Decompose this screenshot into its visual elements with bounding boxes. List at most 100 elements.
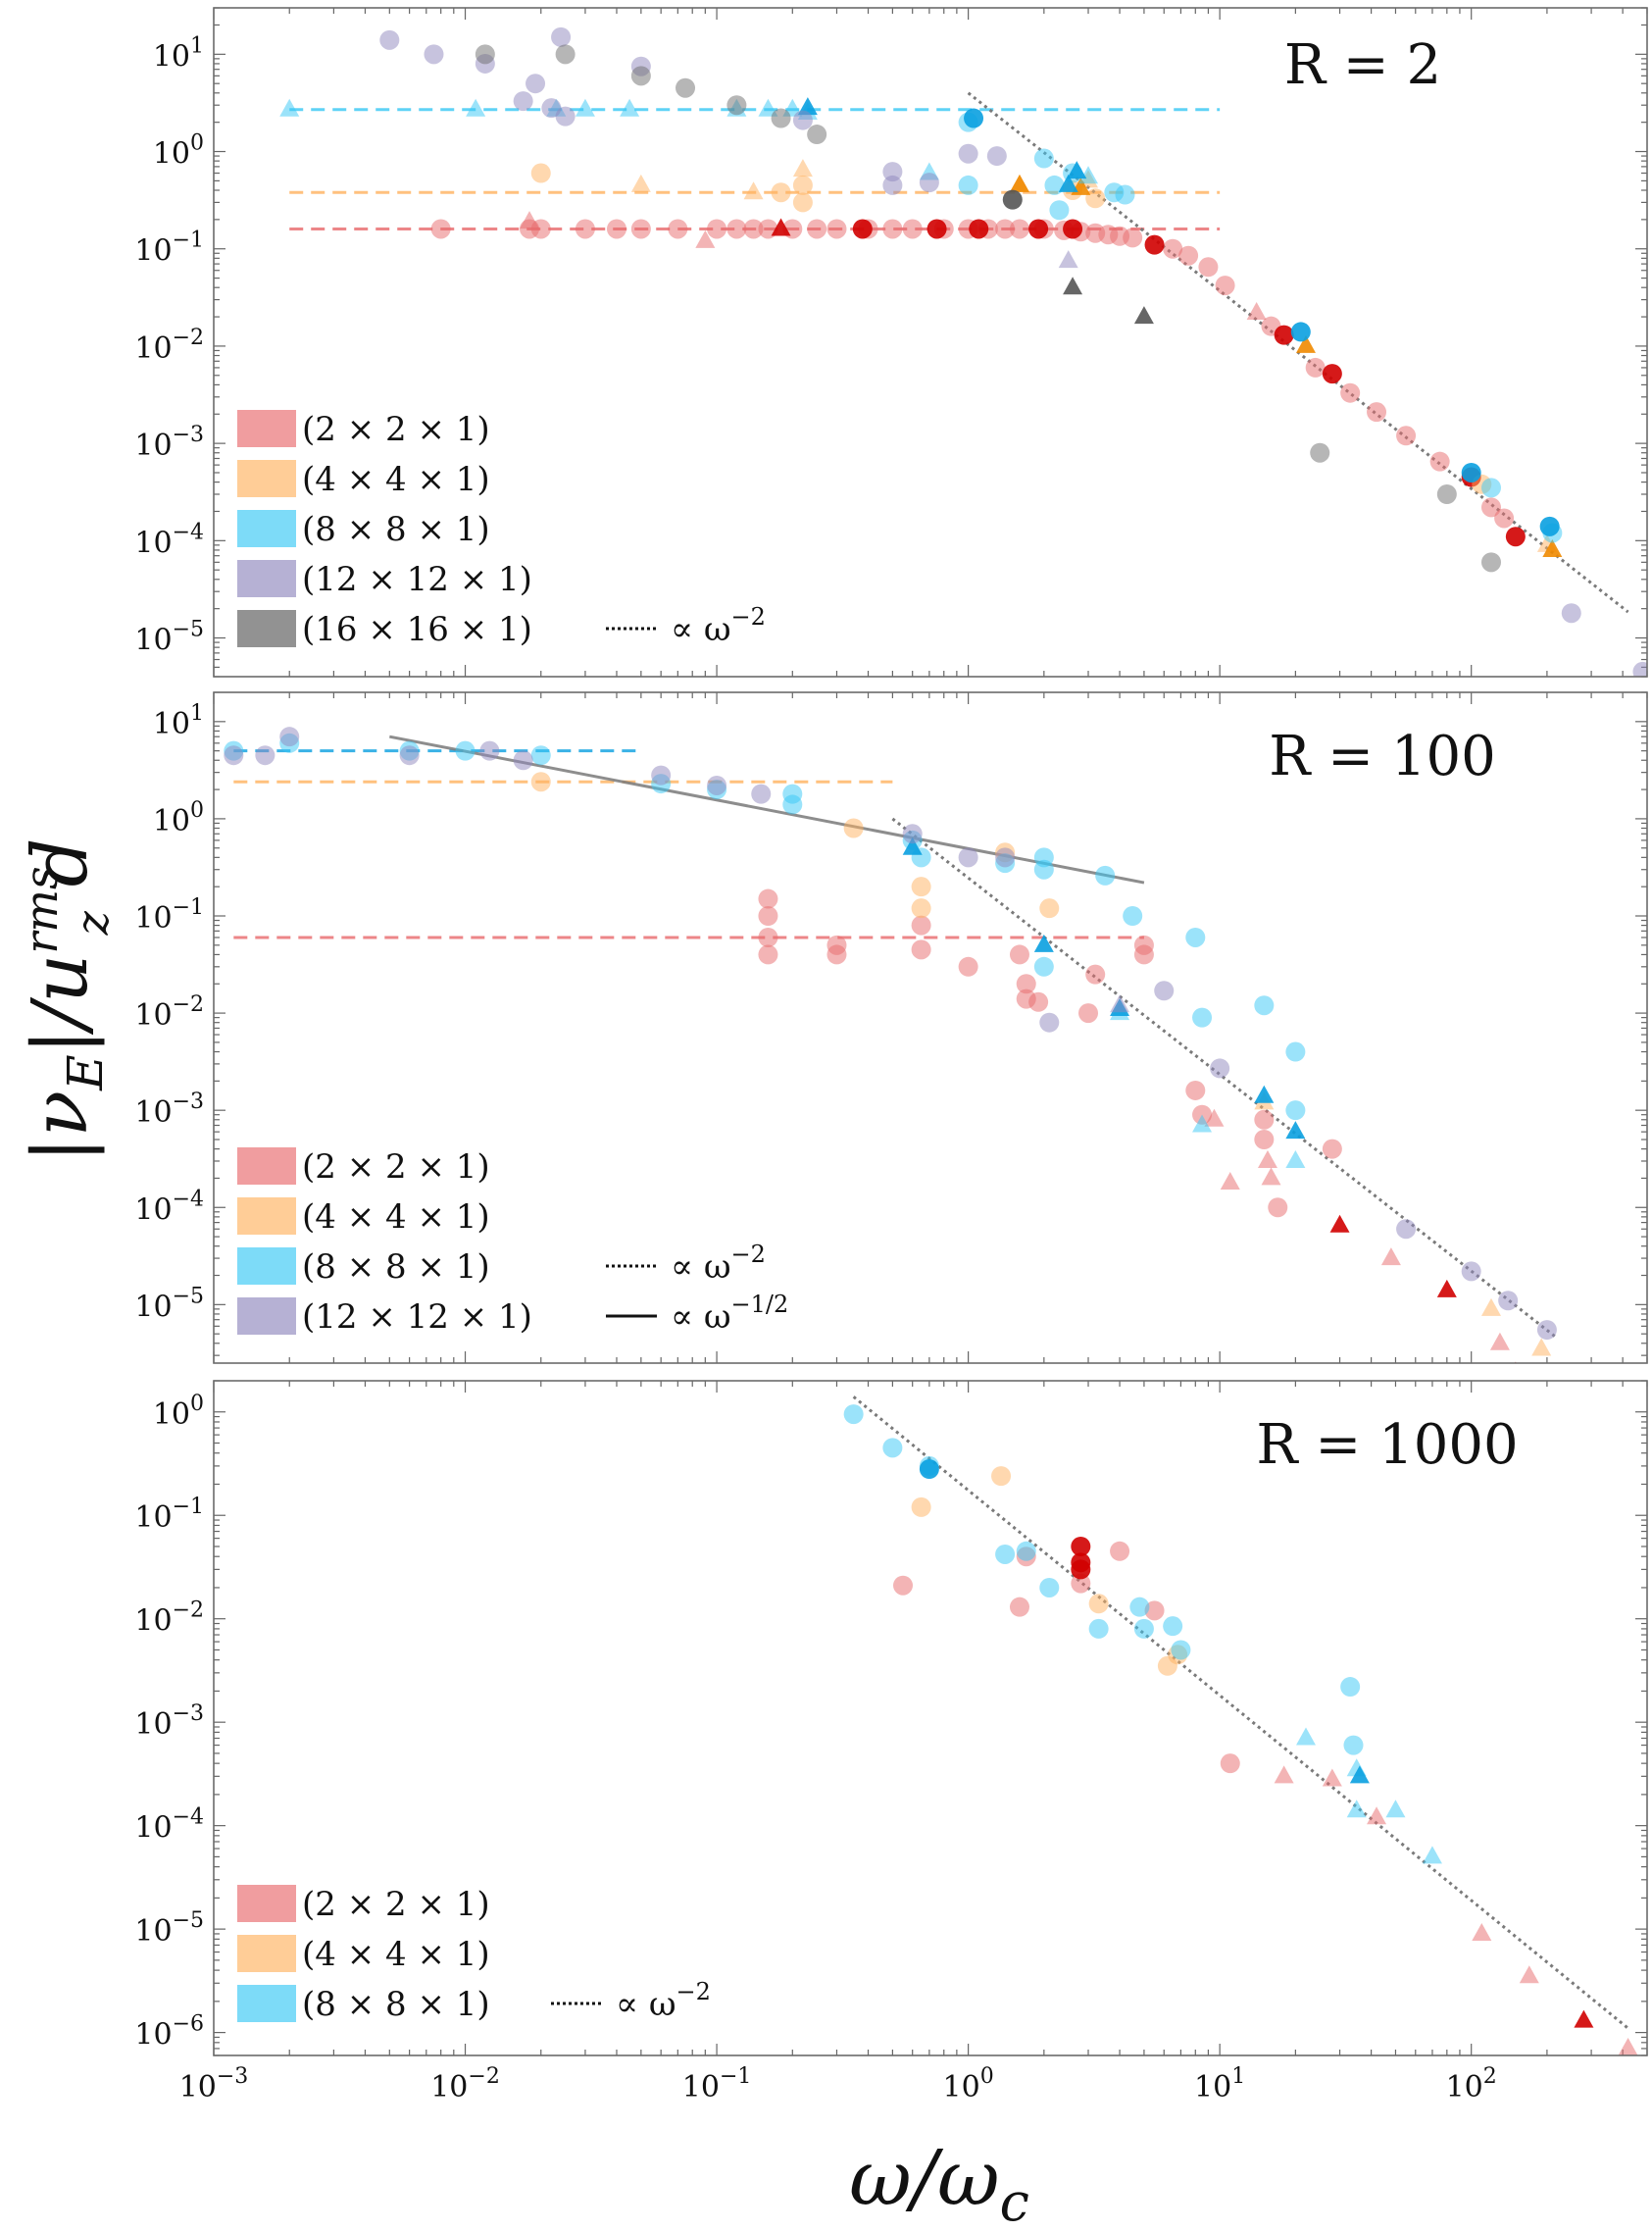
legend-swatch	[237, 1985, 296, 2022]
data-point-circle	[1285, 1100, 1306, 1121]
x-tick-label: 100	[943, 2064, 994, 2104]
data-point-circle	[279, 727, 300, 747]
x-tick-label: 102	[1446, 2064, 1497, 2104]
data-point-circle	[1340, 1677, 1361, 1698]
data-point-triangle	[743, 181, 764, 200]
data-point-circle	[958, 956, 978, 977]
data-point-circle	[1088, 1594, 1109, 1614]
data-point-triangle	[1261, 1167, 1281, 1186]
data-point-circle	[424, 44, 444, 65]
data-point-circle	[1254, 1130, 1275, 1149]
panel-title: R = 2	[1284, 33, 1441, 97]
data-point-triangle	[1519, 1965, 1539, 1984]
data-point-triangle	[1436, 1279, 1457, 1297]
data-point-circle	[958, 847, 978, 868]
data-point-circle	[807, 219, 827, 239]
data-point-triangle	[1481, 1297, 1502, 1316]
data-point-circle	[1163, 1616, 1183, 1637]
data-point-triangle	[792, 159, 813, 177]
legend-swatch	[237, 460, 296, 497]
data-point-circle	[1033, 148, 1054, 169]
data-point-triangle	[1472, 1922, 1492, 1941]
legend: (2 × 2 × 1) (4 × 4 × 1) (8 × 8 × 1) (12 × 1…	[237, 1147, 788, 1337]
data-point-circle	[530, 772, 551, 792]
data-point-circle	[1028, 219, 1049, 239]
data-point-circle	[1009, 944, 1029, 965]
data-point-circle	[668, 219, 688, 239]
data-point-circle	[1063, 219, 1083, 239]
data-point-triangle	[1285, 1149, 1306, 1168]
data-point-circle	[919, 1459, 939, 1480]
data-point-circle	[1429, 451, 1450, 472]
data-point-circle	[1367, 402, 1387, 423]
data-point-circle	[902, 824, 923, 844]
data-point-triangle	[1618, 2037, 1638, 2055]
data-point-triangle	[1133, 306, 1154, 325]
data-point-triangle	[1254, 1085, 1275, 1103]
data-point-circle	[882, 1438, 903, 1458]
legend-label: (4 × 4 × 1)	[302, 1197, 490, 1237]
data-point-triangle	[1033, 934, 1054, 952]
data-point-circle	[1632, 661, 1647, 677]
data-point-circle	[852, 219, 873, 239]
plot-frame	[213, 7, 1648, 678]
y-tick-label: 10−4	[134, 1187, 204, 1227]
data-point-triangle	[758, 98, 778, 117]
x-tick-label: 10−2	[430, 2064, 500, 2104]
series-4x4	[911, 1466, 1188, 1676]
data-point-circle	[758, 906, 778, 926]
data-point-circle	[1009, 1597, 1029, 1617]
panels: 101 100 10−1 10−2 10−3 10−4 10−5 R = 2 (2 × 2 × …	[134, 7, 1648, 2056]
legend: (2 × 2 × 1) (4 × 4 × 1) (8 × 8 × 1) ∝ ω−2	[237, 1885, 711, 2024]
data-point-circle	[758, 927, 778, 947]
data-point-circle	[902, 219, 923, 239]
y-tick-label: 10−1	[134, 228, 204, 269]
legend: (2 × 2 × 1) (4 × 4 × 1) (8 × 8 × 1) (12 × 1…	[237, 410, 766, 649]
data-point-circle	[843, 1404, 864, 1425]
y-tick-label: 10−2	[134, 992, 204, 1033]
data-point-triangle	[1274, 1765, 1294, 1784]
data-point-circle	[455, 740, 476, 761]
series-2x2	[430, 211, 1515, 529]
series-4x4	[530, 159, 1557, 552]
data-point-circle	[893, 1575, 914, 1596]
data-point-circle	[1115, 184, 1135, 205]
data-point-circle	[551, 26, 572, 47]
data-point-circle	[1039, 1012, 1060, 1033]
data-point-circle	[826, 219, 847, 239]
y-tick-label: 100	[153, 131, 204, 172]
data-point-circle	[1340, 382, 1361, 403]
legend-label: (8 × 8 × 1)	[302, 1985, 490, 2024]
data-point-triangle	[1110, 994, 1130, 1013]
y-tick-label: 101	[153, 33, 204, 74]
data-point-circle	[1322, 1139, 1342, 1159]
data-point-triangle	[1380, 1247, 1401, 1266]
series-dark_red	[1071, 1536, 1594, 2028]
data-point-circle	[479, 740, 500, 761]
data-point-triangle	[1515, 1361, 1517, 1363]
data-point-circle	[1016, 1541, 1036, 1561]
x-axis-ticks: 10−3 10−2 10−1 100 101 102	[179, 2064, 1497, 2104]
data-point-circle	[630, 66, 651, 86]
data-point-circle	[526, 74, 546, 94]
data-point-circle	[826, 944, 847, 965]
data-point-triangle	[1246, 301, 1267, 320]
data-point-circle	[911, 915, 931, 936]
series-16x16	[475, 44, 1502, 573]
data-point-circle	[1078, 1003, 1099, 1024]
data-point-circle	[1123, 906, 1143, 926]
panel-title: R = 1000	[1256, 1413, 1518, 1477]
data-point-circle	[969, 219, 989, 239]
data-point-circle	[1210, 1058, 1230, 1079]
legend-label: (12 × 12 × 1)	[302, 1297, 532, 1337]
plot-frame	[213, 1380, 1648, 2056]
data-point-circle	[555, 44, 576, 65]
data-point-circle	[1044, 175, 1065, 195]
data-point-circle	[771, 182, 791, 203]
x-axis-label: ω/ωc	[849, 2135, 1029, 2231]
legend-swatch	[237, 1147, 296, 1185]
data-point-circle	[1539, 516, 1560, 536]
legend-line-label: ∝ ω−1/2	[671, 1291, 788, 1337]
data-point-circle	[1305, 357, 1326, 378]
data-point-circle	[1028, 991, 1049, 1012]
